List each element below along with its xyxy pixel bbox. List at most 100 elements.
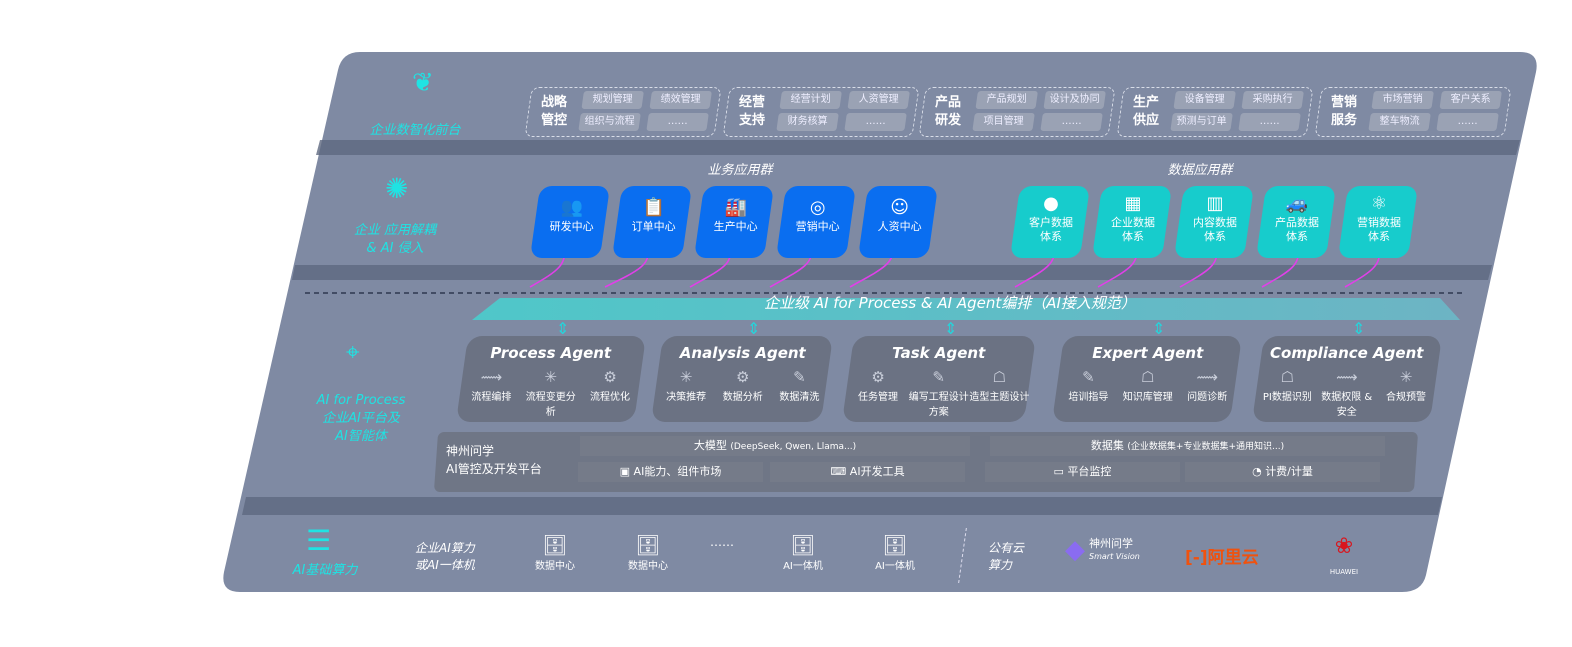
capability-icon: ✳ — [679, 368, 693, 386]
business-app-tile[interactable]: ◎ 营销中心 — [775, 186, 857, 258]
front-item[interactable]: 规划管理 — [581, 91, 644, 109]
server-icon: 🗄 — [790, 533, 816, 557]
front-item[interactable]: …… — [1238, 113, 1301, 131]
data-app-tile[interactable]: ● 客户数据体系 — [1009, 186, 1091, 258]
aliyun-logo: [-]阿里云 — [1185, 548, 1259, 568]
front-group: 战略管控 规划管理 绩效管理 组织与流程 …… — [524, 87, 722, 137]
data-app-tile[interactable]: 🚙 产品数据体系 — [1255, 186, 1337, 258]
agent-name: Expert Agent — [1092, 344, 1204, 362]
agent-capability: ✳ 流程变更分析 — [521, 368, 580, 418]
bidirectional-arrow-icon: ⇕ — [1352, 319, 1366, 338]
front-item[interactable]: 设备管理 — [1173, 91, 1236, 109]
bidirectional-arrow-icon: ⇕ — [747, 319, 761, 338]
front-item[interactable]: …… — [1436, 113, 1499, 131]
network-icon: ✺ — [385, 172, 409, 205]
capability-icon: ⚙ — [603, 368, 617, 386]
orchestration-title: 企业级 AI for Process & AI Agent编排（AI接入规范） — [764, 294, 1136, 312]
business-app-tile[interactable]: 📋 订单中心 — [611, 186, 693, 258]
layer-label-ai: AI for Process 企业AI平台及 AI智能体 — [316, 393, 406, 444]
front-item[interactable]: …… — [1040, 113, 1103, 131]
front-item[interactable]: 市场营销 — [1371, 91, 1434, 109]
front-item[interactable]: 项目管理 — [972, 113, 1035, 131]
front-item[interactable]: 设计及协同 — [1043, 91, 1106, 109]
enterprise-compute-label: 企业AI算力 或AI一体机 — [415, 541, 475, 572]
data-app-tile[interactable]: ▦ 企业数据体系 — [1091, 186, 1173, 258]
agent-capability: ⟿ 流程编排 — [462, 368, 521, 418]
model-header: 大模型 (DeepSeek, Qwen, Llama...) — [580, 436, 970, 456]
user-icon: ● — [1043, 193, 1059, 214]
front-item[interactable]: 经营计划 — [779, 91, 842, 109]
building-icon: ▦ — [1124, 193, 1142, 214]
front-item[interactable]: 预测与订单 — [1170, 113, 1233, 131]
smart-vision-logo: ◆ 神州问学 Smart Vision — [1065, 535, 1140, 565]
capability-icon: ⟿ — [1196, 368, 1218, 386]
orchestration-band — [472, 298, 1460, 320]
factory-icon: 🏭 — [724, 197, 747, 218]
agent-capability: ✎ 培训指导 — [1059, 368, 1118, 403]
front-item[interactable]: 整车物流 — [1368, 113, 1431, 131]
front-item[interactable]: 客户关系 — [1439, 91, 1502, 109]
front-item[interactable]: …… — [646, 113, 709, 131]
agent-capability: ✎ 数据清洗 — [771, 368, 827, 403]
front-item[interactable]: …… — [844, 113, 907, 131]
code-icon: ⌨ — [830, 465, 850, 478]
books-icon: ▥ — [1206, 193, 1224, 214]
data-app-tile[interactable]: ▥ 内容数据体系 — [1173, 186, 1255, 258]
platform-monitoring[interactable]: ▭ 平台监控 — [985, 462, 1180, 482]
agent-name: Task Agent — [892, 344, 986, 362]
group-title: 经营支持 — [739, 95, 766, 128]
server-2: 🗄 数据中心 — [623, 533, 673, 572]
capability-icon: ✎ — [793, 368, 806, 386]
front-item[interactable]: 人资管理 — [847, 91, 910, 109]
layer-label-infra: AI基础算力 — [292, 563, 358, 578]
huawei-petal-icon: ❀ — [1334, 534, 1354, 559]
agent-capability: ⟿ 问题诊断 — [1178, 368, 1237, 403]
gauge-icon: ◔ — [1252, 465, 1266, 478]
layer-label-apps: 企业 应用解耦 & AI 侵入 — [353, 223, 437, 256]
agent-card[interactable]: Process Agent ⟿ 流程编排 ✳ 流程变更分析 ⚙ 流程优化 — [455, 336, 647, 422]
server-icon: 🗄 — [635, 533, 661, 557]
dataset-header: 数据集 (企业数据集+专业数据集+通用知识...) — [990, 436, 1385, 456]
agent-card[interactable]: Expert Agent ✎ 培训指导 ☖ 知识库管理 ⟿ 问题诊断 — [1051, 336, 1243, 422]
agent-card[interactable]: Task Agent ⚙ 任务管理 ✎ 编写工程设计方案 ☖ 造型主题设计 — [841, 336, 1037, 422]
agent-card[interactable]: Analysis Agent ✳ 决策推荐 ⚙ 数据分析 ✎ 数据清洗 — [650, 336, 834, 422]
business-app-tile[interactable]: 🏭 生产中心 — [693, 186, 775, 258]
capability-icon: ✳ — [1399, 368, 1413, 386]
agent-capability: ☖ 造型主题设计 — [969, 368, 1030, 403]
component-market[interactable]: ▣ AI能力、组件市场 — [578, 462, 763, 482]
agent-name: Analysis Agent — [679, 344, 806, 362]
agent-capability: ✎ 编写工程设计方案 — [908, 368, 969, 418]
capability-icon: ☖ — [1280, 368, 1295, 386]
layer-label-front: 企业数智化前台 — [369, 123, 461, 138]
car-icon: 🚙 — [1285, 193, 1309, 214]
business-app-tile[interactable]: 👥 研发中心 — [529, 186, 611, 258]
diamond-icon: ◆ — [1065, 535, 1085, 565]
front-group: 生产供应 设备管理 采购执行 预测与订单 …… — [1116, 87, 1314, 137]
front-item[interactable]: 绩效管理 — [649, 91, 712, 109]
server-4: 🗄 AI一体机 — [870, 533, 920, 572]
billing[interactable]: ◔ 计费/计量 — [1185, 462, 1380, 482]
capability-icon: ⚙ — [871, 368, 885, 386]
front-item[interactable]: 采购执行 — [1241, 91, 1304, 109]
agent-capability: ⚙ 数据分析 — [715, 368, 771, 403]
agent-capability: ⟿ 数据权限 & 安全 — [1317, 368, 1376, 418]
front-item[interactable]: 组织与流程 — [578, 113, 641, 131]
business-apps-title: 业务应用群 — [707, 163, 773, 178]
front-item[interactable]: 产品规划 — [975, 91, 1038, 109]
data-app-tile[interactable]: ⚛ 营销数据体系 — [1337, 186, 1419, 258]
front-item[interactable]: 财务核算 — [776, 113, 839, 131]
capability-icon: ✎ — [1082, 368, 1095, 386]
brain-icon: ❦ — [412, 68, 434, 98]
person-icon: ☺ — [890, 197, 910, 218]
data-apps-title: 数据应用群 — [1167, 163, 1233, 178]
business-app-tile[interactable]: ☺ 人资中心 — [857, 186, 939, 258]
ellipsis: …… — [710, 535, 734, 549]
dev-tools[interactable]: ⌨ AI开发工具 — [770, 462, 965, 482]
server-3: 🗄 AI一体机 — [778, 533, 828, 572]
agent-capability: ☖ 知识库管理 — [1118, 368, 1177, 403]
server-1: 🗄 数据中心 — [530, 533, 580, 572]
server-icon: 🗄 — [542, 533, 568, 557]
group-title: 战略管控 — [541, 95, 568, 128]
agent-card[interactable]: Compliance Agent ☖ PI数据识别 ⟿ 数据权限 & 安全 ✳ 合规预警 — [1251, 336, 1443, 422]
group-title: 生产供应 — [1133, 95, 1160, 128]
